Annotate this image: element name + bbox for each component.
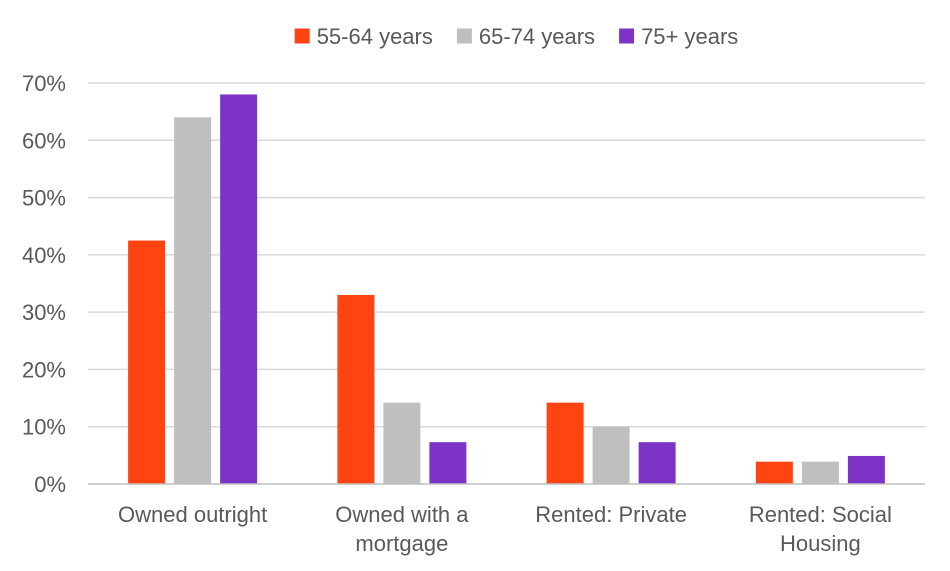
legend-label: 75+ years bbox=[641, 24, 738, 49]
legend-label: 55-64 years bbox=[317, 24, 433, 49]
bar-65-74-years-2 bbox=[592, 426, 630, 484]
y-tick-label: 0% bbox=[34, 472, 66, 497]
legend-swatch bbox=[456, 28, 472, 44]
bars bbox=[128, 94, 885, 484]
legend: 55-64 years 65-74 years 75+ years bbox=[294, 24, 738, 49]
y-tick-label: 20% bbox=[22, 357, 66, 382]
bar-55-64-years-1 bbox=[337, 294, 375, 484]
x-category-label: Owned with a mortgage bbox=[335, 502, 469, 556]
bar-75-years-3 bbox=[847, 455, 885, 484]
y-tick-label: 60% bbox=[22, 128, 66, 153]
bar-65-74-years-3 bbox=[801, 461, 839, 484]
bar-65-74-years-1 bbox=[383, 402, 421, 484]
bar-55-64-years-0 bbox=[128, 240, 166, 484]
y-tick-label: 70% bbox=[22, 71, 66, 96]
y-tick-label: 40% bbox=[22, 243, 66, 268]
bar-65-74-years-0 bbox=[174, 117, 212, 484]
x-axis-category-labels: Owned outright Owned with a mortgage Rented… bbox=[118, 502, 892, 556]
bar-75-years-0 bbox=[220, 94, 258, 484]
x-category-label: Rented: Private bbox=[535, 502, 687, 527]
y-axis-tick-labels: 0% 10% 20% 30% 40% 50% 60% 70% bbox=[22, 71, 66, 497]
gridlines bbox=[88, 82, 925, 428]
x-category-label: Owned outright bbox=[118, 502, 267, 527]
bar-75-years-2 bbox=[638, 442, 676, 484]
y-tick-label: 30% bbox=[22, 300, 66, 325]
x-category-label: Rented: Social Housing bbox=[749, 502, 892, 556]
bar-55-64-years-3 bbox=[755, 461, 793, 484]
bar-75-years-1 bbox=[429, 442, 467, 484]
y-tick-label: 50% bbox=[22, 186, 66, 211]
legend-label: 65-74 years bbox=[479, 24, 595, 49]
legend-swatch bbox=[294, 28, 310, 44]
bar-55-64-years-2 bbox=[546, 402, 584, 484]
y-tick-label: 10% bbox=[22, 415, 66, 440]
legend-swatch bbox=[619, 28, 635, 44]
